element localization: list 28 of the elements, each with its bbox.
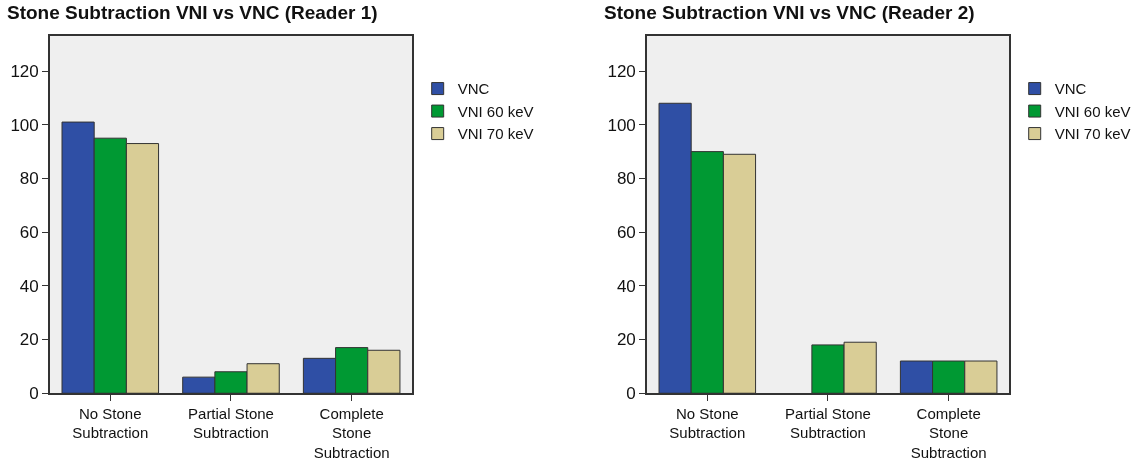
y-tick-label: 100 — [607, 115, 636, 135]
y-tick-label: 120 — [10, 62, 39, 82]
x-tick-label: Partial Stone Subtraction — [188, 404, 274, 442]
y-tick-label: 0 — [29, 384, 39, 404]
legend-label: VNI 70 keV — [1054, 125, 1131, 143]
y-tick-label: 20 — [19, 330, 39, 350]
y-tick-label: 60 — [19, 223, 39, 243]
y-tick-label: 100 — [10, 115, 39, 135]
y-tick-label: 20 — [616, 330, 636, 350]
y-tick-label: 40 — [616, 276, 636, 296]
legend-label: VNI 60 keV — [1054, 102, 1131, 120]
chart-title: Stone Subtraction VNI vs VNC (Reader 2) — [604, 2, 975, 23]
x-tick-label: Complete Stone Subtraction — [313, 404, 390, 461]
legend-label: VNI 60 keV — [457, 102, 534, 120]
x-tick-label: No Stone Subtraction — [669, 404, 746, 442]
x-tick-label: Partial Stone Subtraction — [785, 404, 871, 442]
x-tick-label: Complete Stone Subtraction — [910, 404, 987, 461]
y-tick-label: 80 — [616, 169, 636, 189]
legend-label: VNC — [457, 80, 490, 98]
x-tick-label: No Stone Subtraction — [72, 404, 149, 442]
y-tick-label: 40 — [19, 276, 39, 296]
y-tick-label: 80 — [19, 169, 39, 189]
chart-title: Stone Subtraction VNI vs VNC (Reader 1) — [7, 2, 378, 23]
legend-label: VNC — [1054, 80, 1087, 98]
legend-label: VNI 70 keV — [457, 125, 534, 143]
y-tick-label: 120 — [607, 62, 636, 82]
y-tick-label: 0 — [626, 384, 636, 404]
y-tick-label: 60 — [616, 223, 636, 243]
